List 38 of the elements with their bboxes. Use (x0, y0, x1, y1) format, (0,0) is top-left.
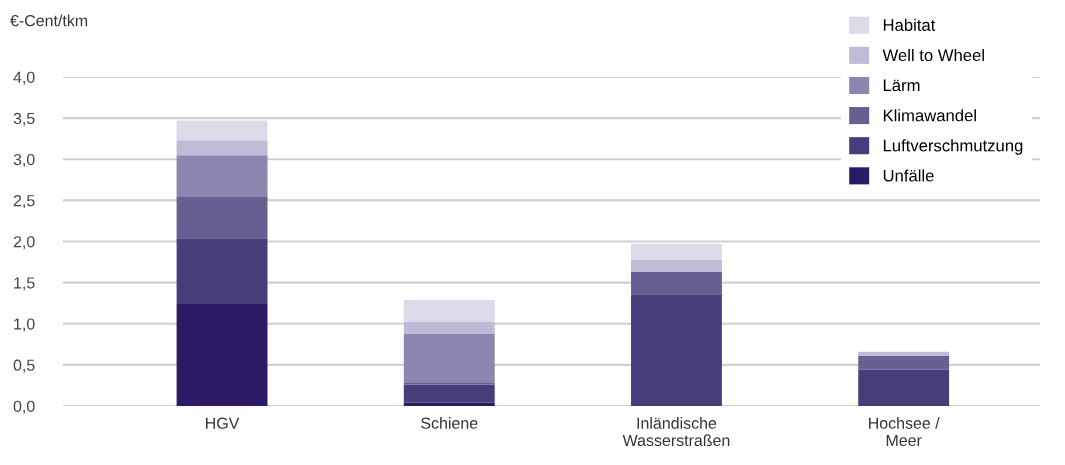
bar (403, 322, 495, 334)
bar (176, 155, 268, 197)
x-tick-label: Inländische Wasserstraßen (622, 417, 730, 447)
legend-label: Habitat (883, 18, 936, 31)
x-tick-label: Hochsee / Meer (869, 417, 940, 447)
y-tick-label: 1,0 (14, 318, 35, 332)
bar (403, 299, 495, 323)
y-tick-label: 4,0 (13, 71, 35, 85)
y-tick-label: 3,0 (13, 153, 35, 168)
y-tick-label: 2,5 (13, 195, 35, 209)
bar (403, 384, 495, 403)
legend-label: Lärm (883, 79, 920, 92)
legend-label: Luftverschmutzung (883, 139, 1023, 155)
bar (631, 243, 722, 260)
bar (631, 294, 722, 406)
legend-label: Klimawandel (883, 109, 976, 122)
bar (631, 259, 722, 272)
bar (176, 140, 268, 156)
bar (176, 238, 268, 305)
legend-label: Unfälle (883, 169, 934, 182)
bar (403, 402, 495, 406)
bar (176, 304, 268, 406)
y-tick-label: 2,0 (13, 236, 35, 250)
bar (176, 120, 268, 141)
bar (176, 196, 268, 239)
y-tick-label: 3,5 (13, 112, 35, 126)
y-tick-label: 0,5 (13, 359, 35, 373)
y-axis-title: €-Cent/tkm (10, 14, 88, 27)
bar (858, 351, 950, 356)
x-tick-label: Schiene (421, 417, 478, 429)
bar (858, 369, 950, 406)
y-tick-label: 1,5 (14, 277, 35, 291)
bar (403, 333, 495, 383)
x-tick-label: HGV (206, 417, 240, 429)
y-tick-label: 0,0 (13, 400, 35, 414)
bar (858, 355, 950, 370)
bar (631, 271, 722, 295)
legend-label: Well to Wheel (882, 48, 984, 62)
